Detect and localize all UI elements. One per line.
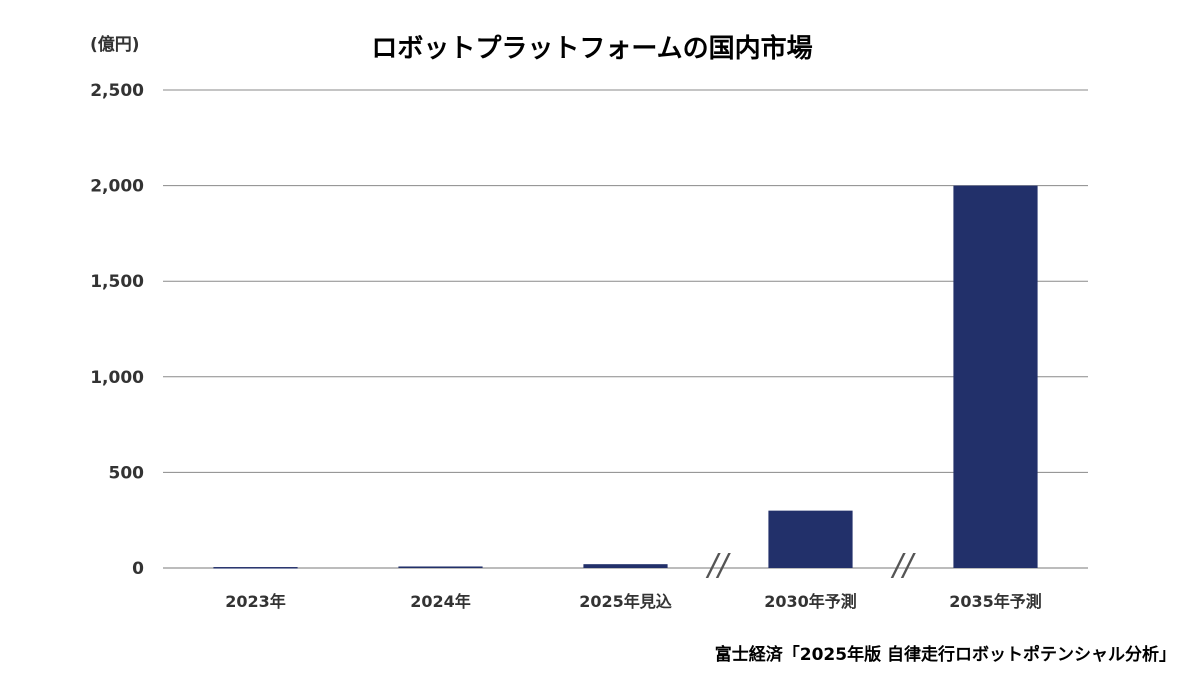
x-tick-label: 2035年予測 — [949, 592, 1042, 611]
x-axis-labels: 2023年 2024年 2025年見込 2030年予測 2035年予測 — [225, 592, 1042, 611]
bar — [953, 185, 1038, 568]
y-tick-label: 2,500 — [90, 81, 144, 101]
x-tick-label: 2024年 — [410, 592, 471, 611]
axis-break-mark: // — [890, 548, 916, 583]
bars — [213, 185, 1038, 569]
gridlines — [163, 89, 1088, 569]
axis-break-mark: // — [705, 548, 731, 583]
y-tick-label: 500 — [109, 463, 145, 483]
axis-breaks: // // — [705, 548, 916, 583]
y-tick-label: 1,000 — [90, 368, 144, 388]
x-tick-label: 2025年見込 — [579, 592, 672, 611]
y-tick-label: 1,500 — [90, 272, 144, 292]
bar — [768, 510, 853, 568]
y-tick-label: 0 — [132, 559, 144, 579]
y-axis-ticks: 0 500 1,000 1,500 2,000 2,500 — [90, 81, 144, 579]
y-axis-unit-label: (億円) — [90, 35, 140, 55]
bar — [398, 566, 483, 568]
x-tick-label: 2030年予測 — [764, 592, 857, 611]
bar — [583, 564, 668, 568]
y-tick-label: 2,000 — [90, 177, 144, 197]
bar — [213, 567, 298, 569]
source-note: 富士経済「2025年版 自律走行ロボットポテンシャル分析」 — [714, 645, 1176, 665]
chart-title: ロボットプラットフォームの国内市場 — [371, 34, 813, 64]
x-tick-label: 2023年 — [225, 592, 286, 611]
